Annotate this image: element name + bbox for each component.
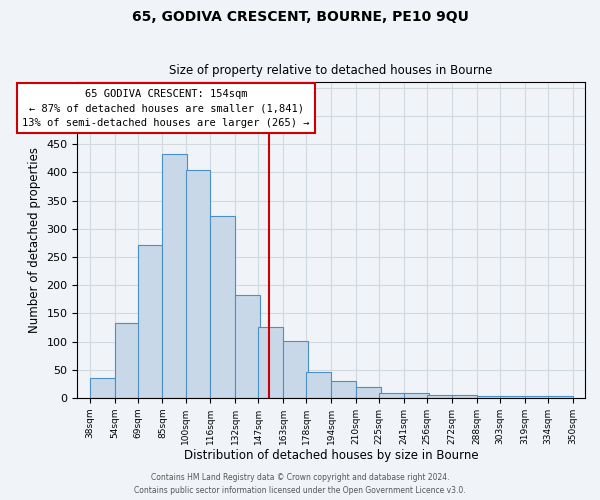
Bar [259,328,283,398]
Bar [163,154,187,398]
Bar [427,395,452,398]
Bar [331,381,356,398]
Y-axis label: Number of detached properties: Number of detached properties [28,147,41,333]
Bar [211,216,235,398]
Title: Size of property relative to detached houses in Bourne: Size of property relative to detached ho… [169,64,493,77]
Bar [90,378,115,398]
Bar [186,170,211,398]
Bar [307,372,331,398]
Bar [452,395,476,398]
Bar [476,396,502,398]
Bar [500,396,524,398]
Bar [138,244,163,398]
Bar [235,296,260,398]
Bar [115,323,139,398]
Text: 65, GODIVA CRESCENT, BOURNE, PE10 9QU: 65, GODIVA CRESCENT, BOURNE, PE10 9QU [131,10,469,24]
Bar [356,386,381,398]
X-axis label: Distribution of detached houses by size in Bourne: Distribution of detached houses by size … [184,450,479,462]
Bar [404,394,428,398]
Bar [548,396,572,398]
Text: 65 GODIVA CRESCENT: 154sqm
← 87% of detached houses are smaller (1,841)
13% of s: 65 GODIVA CRESCENT: 154sqm ← 87% of deta… [22,88,310,128]
Bar [524,396,550,398]
Bar [283,341,308,398]
Text: Contains HM Land Registry data © Crown copyright and database right 2024.
Contai: Contains HM Land Registry data © Crown c… [134,474,466,495]
Bar [379,394,404,398]
